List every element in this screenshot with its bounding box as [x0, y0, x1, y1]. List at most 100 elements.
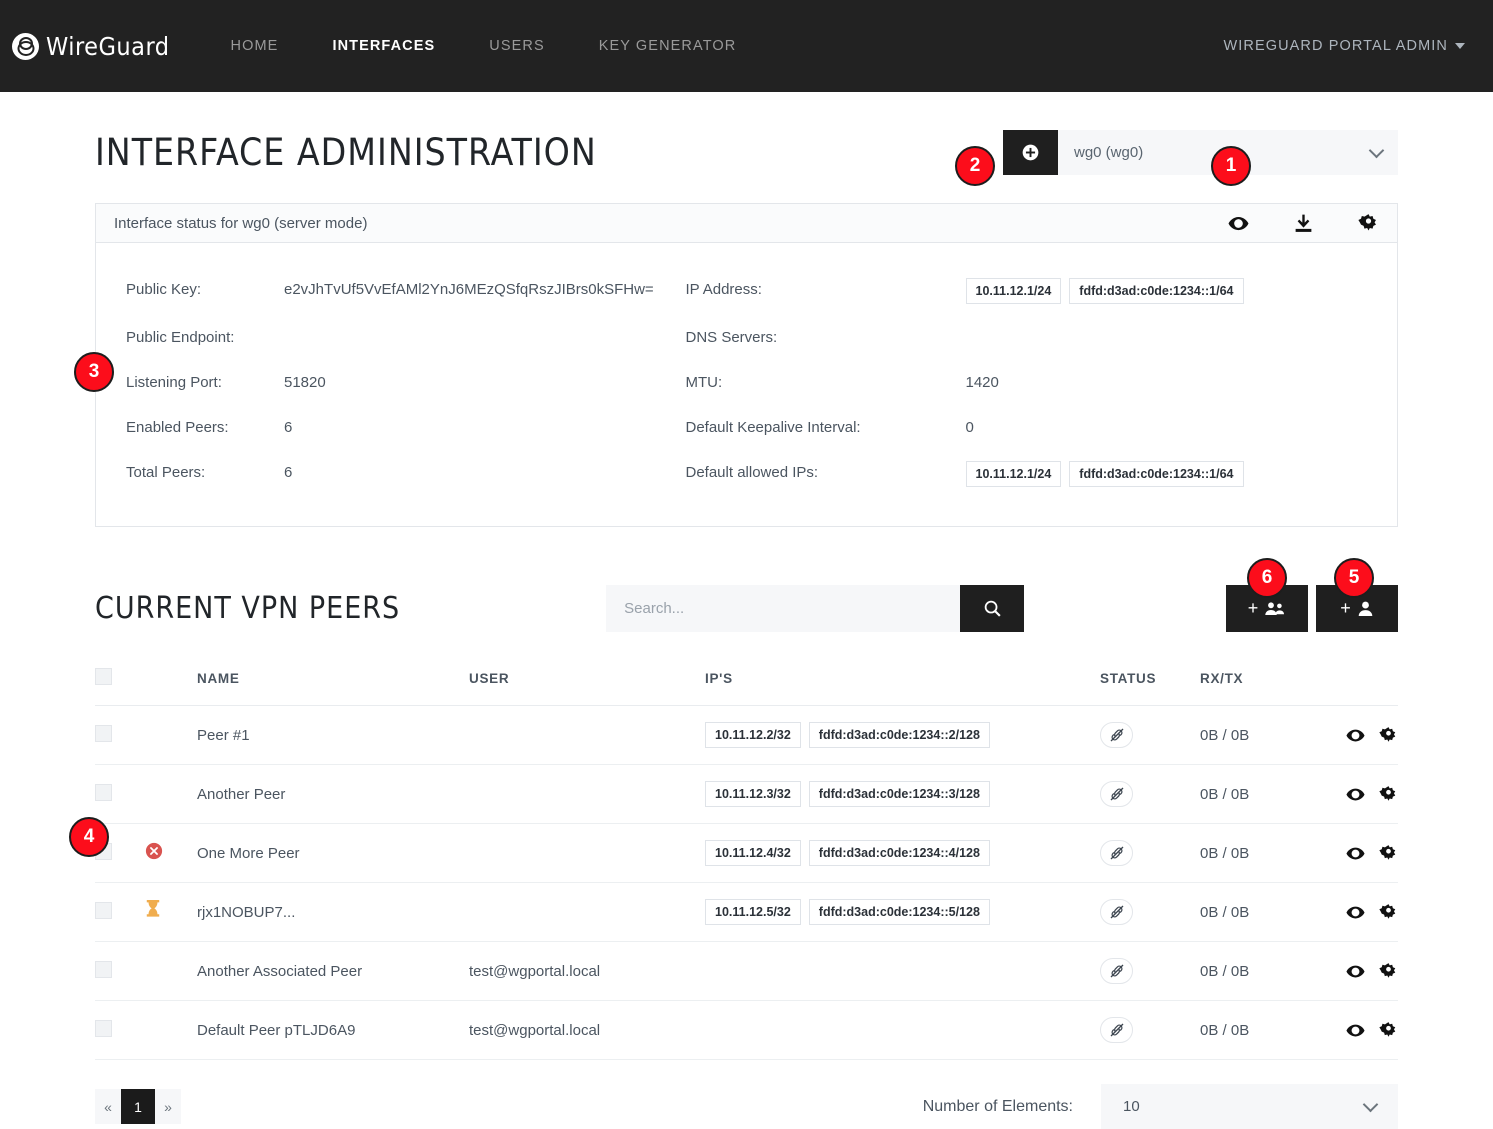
public-endpoint-value: [284, 315, 686, 360]
gear-icon[interactable]: [1379, 726, 1398, 745]
peer-status: [1100, 764, 1200, 824]
unlink-icon: [1110, 787, 1123, 801]
peer-rxtx: 0B / 0B: [1200, 764, 1318, 824]
gear-icon[interactable]: [1379, 785, 1398, 804]
status-badge: [1100, 781, 1133, 807]
pagination-next[interactable]: »: [155, 1089, 181, 1124]
search-button[interactable]: [960, 585, 1025, 632]
peer-user: [469, 705, 705, 765]
eye-icon[interactable]: [1228, 213, 1249, 234]
ip-badge: 10.11.12.5/32: [705, 899, 801, 925]
peer-user: test@wgportal.local: [469, 1000, 705, 1060]
listening-port-label: Listening Port:: [126, 374, 222, 391]
row-checkbox[interactable]: [95, 1019, 112, 1037]
row-checkbox[interactable]: [95, 901, 112, 919]
unlink-icon: [1110, 1023, 1123, 1037]
gear-icon[interactable]: [1379, 844, 1398, 863]
nav-item-key-generator[interactable]: KEY GENERATOR: [598, 38, 737, 54]
status-badge: [1100, 958, 1133, 984]
pagination-prev[interactable]: «: [95, 1089, 121, 1124]
ip-badge: 10.11.12.2/32: [705, 722, 801, 748]
brand-name: WireGuard: [46, 31, 170, 61]
unlink-icon: [1110, 964, 1123, 978]
table-row: Another Peer 10.11.12.3/32 fdfd:d3ad:c0de:…: [95, 764, 1398, 824]
row-state-icon-cell: [145, 764, 197, 824]
peer-name: Default Peer pTLJD6A9: [197, 1000, 469, 1060]
gear-icon[interactable]: [1379, 903, 1398, 922]
table-footer: « 1 » Number of Elements: 10: [95, 1084, 1398, 1129]
user-menu[interactable]: WIREGUARD PORTAL ADMIN: [1223, 38, 1465, 54]
plus-sign: +: [1247, 598, 1259, 618]
table-row: Default Peer pTLJD6A9 test@wgportal.local…: [95, 1000, 1398, 1060]
pagination-page-1[interactable]: 1: [121, 1089, 155, 1124]
row-checkbox[interactable]: [95, 783, 112, 801]
ip-badge: fdfd:d3ad:c0de:1234::3/128: [808, 781, 990, 807]
status-badge: [1100, 1017, 1133, 1043]
elements-label: Number of Elements:: [922, 1097, 1073, 1115]
peer-ips: [705, 941, 1100, 1001]
status-badge: [1100, 840, 1133, 866]
ip-badge: 10.11.12.4/32: [705, 840, 801, 866]
col-name: NAME: [197, 668, 469, 706]
download-icon[interactable]: [1293, 213, 1314, 234]
ip-badge: fdfd:d3ad:c0de:1234::2/128: [808, 722, 990, 748]
col-user: USER: [469, 668, 705, 706]
eye-icon[interactable]: [1346, 726, 1365, 745]
ip-badge: 10.11.12.1/24: [965, 278, 1062, 304]
peer-ips: 10.11.12.2/32 fdfd:d3ad:c0de:1234::2/128: [705, 705, 1100, 765]
magnifier-icon: [984, 600, 1001, 617]
ip-address-label: IP Address:: [685, 281, 762, 298]
unlink-icon: [1110, 728, 1123, 742]
add-interface-button[interactable]: [1003, 130, 1058, 175]
eye-icon[interactable]: [1346, 903, 1365, 922]
public-key-label: Public Key:: [126, 281, 202, 298]
page-header: INTERFACE ADMINISTRATION wg0 (wg0): [95, 92, 1398, 175]
nav-item-home[interactable]: HOME: [230, 38, 279, 54]
eye-icon[interactable]: [1346, 844, 1365, 863]
gear-icon[interactable]: [1358, 213, 1379, 234]
col-actions: [1318, 668, 1398, 706]
row-checkbox[interactable]: [95, 960, 112, 978]
peer-rxtx: 0B / 0B: [1200, 882, 1318, 942]
dns-servers-label: DNS Servers:: [685, 329, 778, 346]
peer-user: [469, 823, 705, 883]
ip-badge: fdfd:d3ad:c0de:1234::1/64: [1069, 461, 1244, 487]
row-state-icon-cell: [145, 882, 197, 942]
elements-select[interactable]: 10: [1101, 1084, 1398, 1129]
select-all-checkbox[interactable]: [95, 668, 112, 685]
eye-icon[interactable]: [1346, 1021, 1365, 1040]
ip-badge: 10.11.12.1/24: [965, 461, 1062, 487]
peers-header: CURRENT VPN PEERS + +: [95, 585, 1398, 632]
public-endpoint-label: Public Endpoint:: [126, 329, 235, 346]
default-allowed-ips-label: Default allowed IPs:: [685, 464, 819, 481]
peer-name: Another Associated Peer: [197, 941, 469, 1001]
ip-address-badges: 10.11.12.1/24 fdfd:d3ad:c0de:1234::1/64: [965, 267, 1368, 315]
peer-status: [1100, 1000, 1200, 1060]
peers-search: [606, 585, 1025, 632]
interface-status-card: Interface status for wg0 (server mode) P…: [95, 203, 1398, 527]
col-state: [145, 668, 197, 706]
ip-badge: fdfd:d3ad:c0de:1234::1/64: [1069, 278, 1244, 304]
disabled-icon: [145, 842, 163, 860]
peers-title: CURRENT VPN PEERS: [95, 591, 401, 626]
peer-user: [469, 882, 705, 942]
peer-status: [1100, 882, 1200, 942]
row-checkbox[interactable]: [95, 724, 112, 742]
eye-icon[interactable]: [1346, 785, 1365, 804]
search-input[interactable]: [606, 585, 961, 632]
peer-ips: 10.11.12.5/32 fdfd:d3ad:c0de:1234::5/128: [705, 882, 1100, 942]
default-keepalive-value: 0: [965, 419, 974, 436]
gear-icon[interactable]: [1379, 1021, 1398, 1040]
enabled-peers-label: Enabled Peers:: [126, 419, 229, 436]
hourglass-icon: [146, 900, 160, 917]
table-row: Another Associated Peer test@wgportal.loc…: [95, 941, 1398, 1001]
users-group-icon: [1265, 601, 1285, 615]
listening-port-value: 51820: [284, 374, 326, 391]
wireguard-logo-icon: [12, 32, 39, 60]
brand-logo-link[interactable]: WireGuard: [12, 32, 170, 61]
eye-icon[interactable]: [1346, 962, 1365, 981]
default-allowed-ips-badges: 10.11.12.1/24 fdfd:d3ad:c0de:1234::1/64: [965, 450, 1368, 498]
gear-icon[interactable]: [1379, 962, 1398, 981]
nav-item-interfaces[interactable]: INTERFACES: [332, 38, 436, 54]
nav-item-users[interactable]: USERS: [489, 38, 545, 54]
